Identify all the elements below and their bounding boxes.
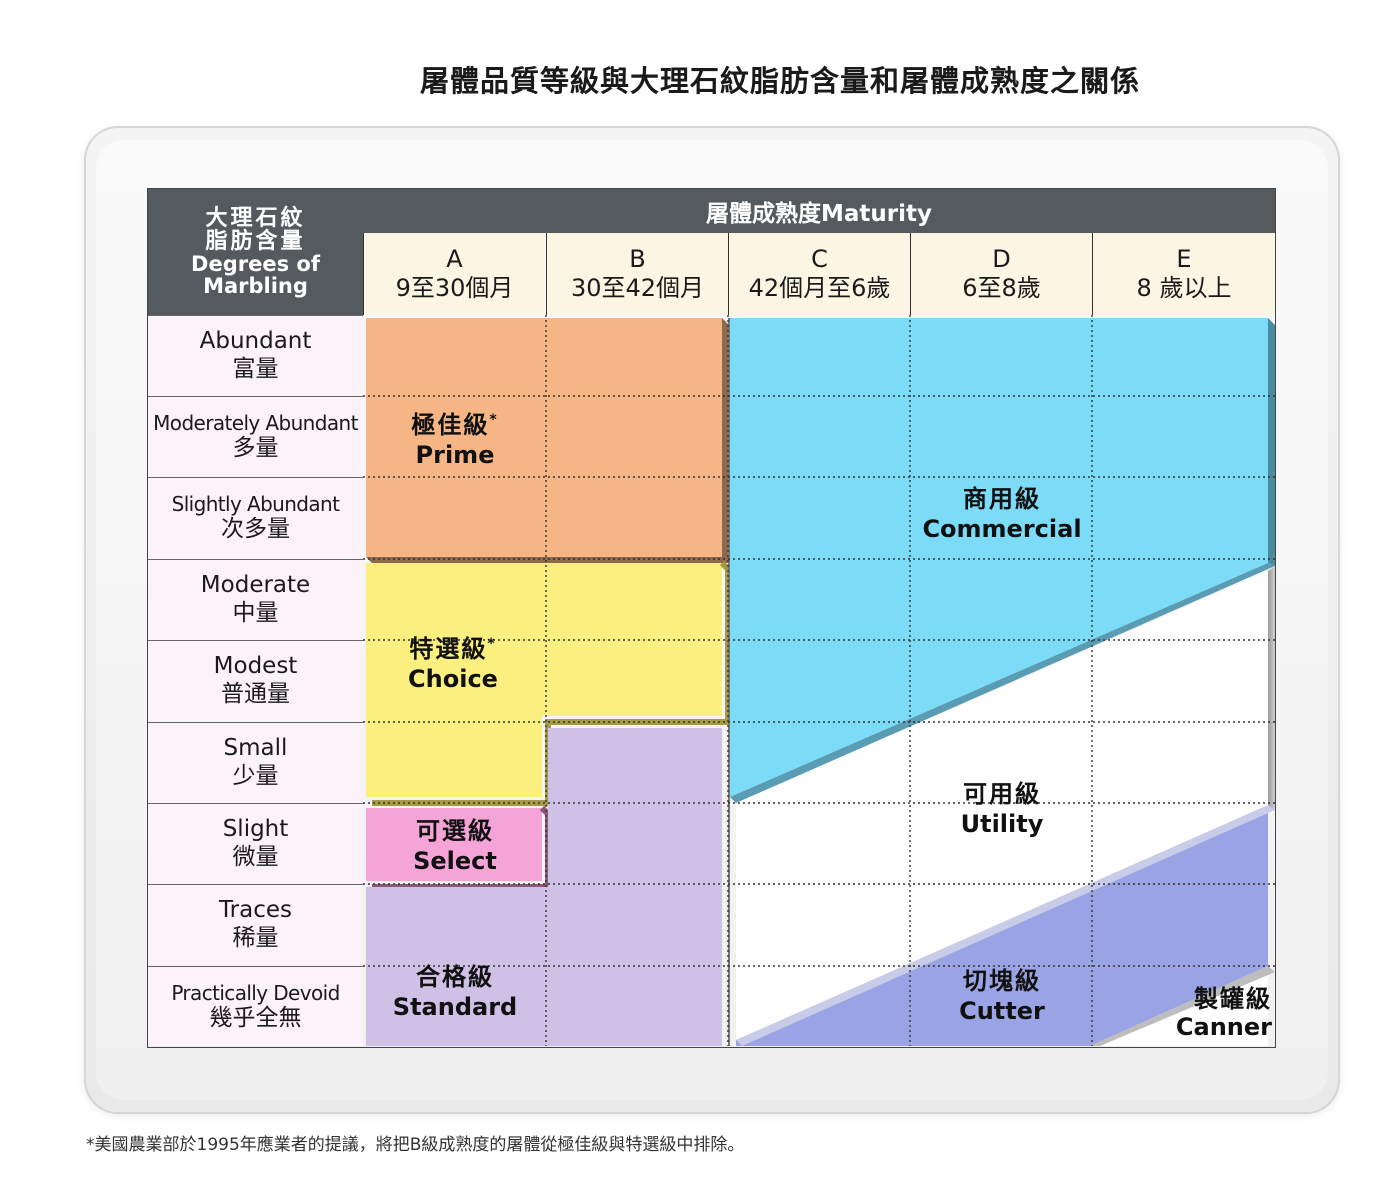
- row-label-zh: 少量: [232, 763, 279, 789]
- row-label-zh: 次多量: [221, 516, 290, 543]
- utility-label-zh: 可用級: [963, 780, 1041, 808]
- row-label-en: Moderately Abundant: [153, 411, 358, 436]
- marbling-header-en1: Degrees of: [191, 252, 320, 277]
- utility-label-en: Utility: [960, 810, 1044, 838]
- column-header-e: E 8 歲以上: [1092, 233, 1275, 315]
- select-label: 可選級 Select: [380, 816, 530, 876]
- cutter-edge-shadow: [736, 805, 1275, 1046]
- prime-region: [366, 318, 722, 557]
- canner-label-en: Canner: [1175, 1012, 1272, 1041]
- footnote: *美國農業部於1995年應業者的提議，將把B級成熟度的屠體從極佳級與特選級中排除…: [86, 1135, 745, 1155]
- select-region: [366, 808, 542, 881]
- row-label-en: Practically Devoid: [171, 980, 340, 1005]
- select-label-zh: 可選級: [416, 817, 494, 845]
- column-range: 6至8歲: [962, 274, 1041, 302]
- commercial-region-shadow: [1268, 318, 1275, 566]
- grid-lines: [363, 315, 1275, 1046]
- column-letter: A: [446, 245, 463, 274]
- choice-label: 特選級* Choice: [378, 634, 528, 694]
- select-label-en: Select: [413, 847, 497, 875]
- row-label-en: Traces: [219, 897, 292, 924]
- choice-label-zh: 特選級: [409, 635, 488, 663]
- column-range: 30至42個月: [570, 274, 705, 302]
- standard-label-en: Standard: [392, 993, 518, 1021]
- row-label-zh: 幾乎全無: [209, 1004, 302, 1031]
- standard-label-zh: 合格級: [416, 963, 494, 991]
- column-header-d: D 6至8歲: [910, 233, 1092, 315]
- commercial-region: [730, 318, 1268, 797]
- cutter-label: 切塊級 Cutter: [922, 966, 1082, 1026]
- utility-region-shadow: [1268, 566, 1275, 810]
- prime-label-en: Prime: [415, 441, 495, 469]
- cutter-label-en: Cutter: [959, 997, 1045, 1025]
- column-letter: C: [811, 245, 828, 274]
- row-label-zh: 稀量: [232, 925, 279, 951]
- row-header-traces: Traces 稀量: [148, 884, 363, 965]
- row-label-en: Small: [223, 735, 288, 762]
- row-label-zh: 多量: [232, 435, 279, 462]
- utility-region: [736, 571, 1268, 1040]
- row-header-abundant: Abundant 富量: [148, 315, 363, 396]
- row-header-slightly-abundant: Slightly Abundant 次多量: [148, 477, 363, 558]
- column-header-b: B 30至42個月: [546, 233, 728, 315]
- row-label-zh: 中量: [232, 600, 279, 626]
- bc-divider: [728, 318, 730, 1046]
- marbling-header-en2: Marbling: [203, 274, 308, 299]
- commercial-label-en: Commercial: [922, 515, 1082, 543]
- commercial-label-zh: 商用級: [963, 485, 1041, 513]
- marbling-header: 大理石紋 脂肪含量 Degrees of Marbling: [148, 189, 363, 315]
- standard-label: 合格級 Standard: [370, 962, 540, 1022]
- column-range: 42個月至6歲: [748, 274, 891, 302]
- prime-label: 極佳級* Prime: [380, 410, 530, 470]
- canner-label-zh: 製罐級: [1194, 985, 1272, 1013]
- commercial-label: 商用級 Commercial: [902, 484, 1102, 544]
- prime-asterisk: *: [489, 412, 499, 428]
- row-header-moderately-abundant: Moderately Abundant 多量: [148, 396, 363, 477]
- row-header-moderate: Moderate 中量: [148, 559, 363, 640]
- canner-label: 製罐級 Canner: [1152, 985, 1272, 1041]
- row-header-practically-devoid: Practically Devoid 幾乎全無: [148, 966, 363, 1046]
- column-letter: E: [1176, 245, 1192, 274]
- row-label-en: Abundant: [199, 328, 312, 355]
- page-title: 屠體品質等級與大理石紋脂肪含量和屠體成熟度之關係: [419, 64, 1140, 98]
- row-label-zh: 微量: [232, 844, 279, 870]
- choice-asterisk: *: [487, 636, 497, 652]
- row-label-en: Modest: [213, 653, 298, 680]
- choice-region: [366, 563, 722, 797]
- row-label-en: Slight: [222, 816, 289, 843]
- column-range: 8 歲以上: [1136, 274, 1232, 302]
- row-header-modest: Modest 普通量: [148, 640, 363, 721]
- utility-label: 可用級 Utility: [922, 779, 1082, 839]
- prime-label-zh: 極佳級: [411, 411, 490, 439]
- column-letter: B: [629, 245, 646, 274]
- marbling-header-zh2: 脂肪含量: [205, 228, 306, 254]
- commercial-edge-shadow: [730, 563, 1275, 803]
- row-label-zh: 富量: [232, 356, 279, 382]
- row-label-en: Moderate: [200, 572, 311, 599]
- column-header-c: C 42個月至6歲: [728, 233, 910, 315]
- row-header-slight: Slight 微量: [148, 803, 363, 884]
- row-label-zh: 普通量: [221, 681, 290, 707]
- cutter-label-zh: 切塊級: [963, 967, 1041, 995]
- column-range: 9至30個月: [395, 274, 514, 302]
- column-header-a: A 9至30個月: [363, 233, 545, 315]
- maturity-header: 屠體成熟度Maturity: [363, 189, 1275, 233]
- row-header-small: Small 少量: [148, 722, 363, 803]
- row-label-en: Slightly Abundant: [171, 492, 340, 517]
- canner-edge-shadow: [1090, 966, 1275, 1046]
- marbling-header-zh1: 大理石紋: [205, 205, 306, 231]
- choice-label-en: Choice: [408, 665, 498, 693]
- column-letter: D: [992, 245, 1011, 274]
